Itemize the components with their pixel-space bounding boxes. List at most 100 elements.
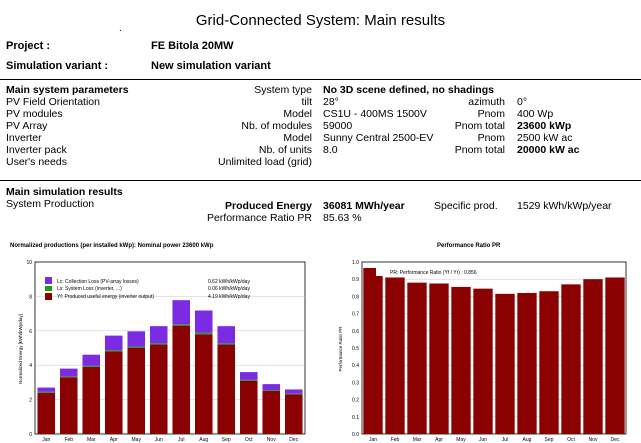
param-key2: Pnom total [454, 120, 505, 132]
bar-jul [172, 325, 191, 434]
bar-sep [217, 326, 236, 344]
legend-swatch-lc [45, 277, 52, 284]
bar-aug [194, 310, 213, 333]
chart2-title: Performance Ratio PR [437, 243, 501, 249]
bar-oct [561, 284, 581, 434]
bar-mar [407, 282, 427, 434]
y-tick-label: 2 [29, 398, 32, 404]
x-tick-label: Sep [545, 437, 554, 443]
project-value: FE Bitola 20MW [151, 40, 234, 52]
bar-jul [172, 300, 191, 325]
x-tick-label: Dec [611, 437, 620, 443]
pr-value: 85.63 % [323, 212, 362, 224]
energy-readout: 36081 MWh/year [323, 200, 405, 212]
param-key: tilt [301, 96, 313, 108]
bar-nov [262, 391, 281, 434]
y-tick-label: 0.2 [352, 398, 359, 404]
param-value2: 23600 kWp [517, 120, 572, 132]
bar-feb [59, 376, 78, 378]
legend-lc-value: 0.62 kWh/kWp/day [208, 279, 250, 285]
param-value2: 2500 kW ac [517, 132, 573, 144]
bar-oct [239, 379, 258, 381]
bar-may [451, 286, 471, 434]
y-tick-label: 0.1 [352, 415, 359, 421]
bar-jan [37, 392, 56, 434]
performance-ratio-chart: Performance Ratio PR 0.0 0.1 0.2 0.3 0.4 0.5 0… [338, 260, 627, 443]
params-heading: Main system parameters [6, 84, 129, 96]
production-label: System Production [6, 198, 95, 210]
y-tick-label: 0.3 [352, 380, 359, 386]
y-tick-label: 0.7 [352, 312, 359, 318]
y-tick-label: 0 [29, 432, 32, 438]
bar-apr [104, 350, 123, 352]
chart1-plot-area [34, 261, 306, 435]
project-label: Project : [6, 40, 51, 52]
bar-jan [37, 391, 56, 393]
bar-aug [517, 292, 537, 434]
param-key: Model [283, 132, 312, 144]
y-tick-label: 0.5 [352, 346, 359, 352]
x-tick-label: Apr [110, 437, 118, 443]
bar-feb [59, 368, 78, 377]
x-tick-label: Aug [199, 437, 208, 443]
chart1-ylabel: Normalized Energy [kWh/kWp/day] [18, 314, 23, 384]
x-tick-label: Jan [369, 437, 377, 443]
param-key2: Pnom [477, 108, 505, 120]
bar-mar [82, 366, 101, 434]
bar-may [127, 331, 146, 347]
x-tick-label: Nov [267, 437, 276, 443]
param-value2: 0° [517, 96, 528, 108]
bar-apr [429, 283, 449, 434]
legend-swatch-yf [45, 293, 52, 300]
variant-value: New simulation variant [151, 60, 271, 72]
specific-value: 1529 kWh/kWp/year [517, 200, 612, 212]
param-name: PV Field Orientation [6, 96, 100, 108]
divider [0, 79, 641, 80]
param-key: Nb. of units [258, 144, 312, 156]
x-tick-label: Oct [567, 437, 575, 443]
x-tick-label: Jan [42, 437, 50, 443]
x-tick-label: Sep [222, 437, 231, 443]
bar-jan [363, 268, 383, 434]
chart2-ylabel: Performance Ratio PR [338, 326, 343, 372]
chart2-legend: PR: Performance Ratio (Yf / Yr) : 0.856 [390, 270, 477, 276]
bar-aug [194, 334, 213, 434]
x-tick-label: Oct [245, 437, 253, 443]
param-key2: Pnom total [454, 144, 505, 156]
specific-label: Specific prod. [434, 200, 498, 212]
chart1-title: Normalized productions (per installed kW… [10, 243, 214, 249]
param-value2: 400 Wp [517, 108, 554, 120]
y-tick-label: 4 [29, 363, 32, 369]
bar-jun [473, 288, 493, 434]
bar-apr [104, 351, 123, 434]
param-name: PV Array [6, 120, 48, 132]
x-tick-label: Feb [64, 437, 73, 443]
chart1-legend: Lc: Collection Loss (PV-array losses) Ls… [45, 277, 250, 300]
energy-label: Produced Energy [225, 200, 312, 212]
bar-dec [284, 389, 303, 394]
param-name: Inverter pack [6, 144, 67, 156]
param-key: Model [283, 108, 312, 120]
bar-jun [149, 343, 168, 345]
param-value: CS1U - 400MS 1500V [323, 108, 427, 120]
chart2-legend-bg [376, 268, 514, 276]
legend-lc: Lc: Collection Loss (PV-array losses) [57, 279, 139, 285]
bar-jul [172, 324, 191, 326]
system-type-value: No 3D scene defined, no shadings [323, 84, 494, 96]
x-tick-label: May [132, 437, 142, 443]
x-tick-label: Jun [155, 437, 163, 443]
legend-swatch-ls [45, 286, 52, 291]
results-heading: Main simulation results [6, 186, 123, 198]
normalized-production-chart: Normalized Energy [kWh/kWp/day] 0246810 … [18, 260, 306, 443]
bar-feb [59, 377, 78, 434]
y-tick-label: 1.0 [352, 260, 359, 266]
y-tick-label: 0.6 [352, 329, 359, 335]
bar-dec [284, 394, 303, 434]
param-name: PV modules [6, 108, 63, 120]
bar-nov [262, 390, 281, 391]
bar-apr [104, 335, 123, 351]
y-tick-label: 0.0 [352, 432, 359, 438]
y-tick-label: 8 [29, 294, 32, 300]
x-tick-label: Apr [435, 437, 443, 443]
pr-label: Performance Ratio PR [206, 212, 312, 224]
